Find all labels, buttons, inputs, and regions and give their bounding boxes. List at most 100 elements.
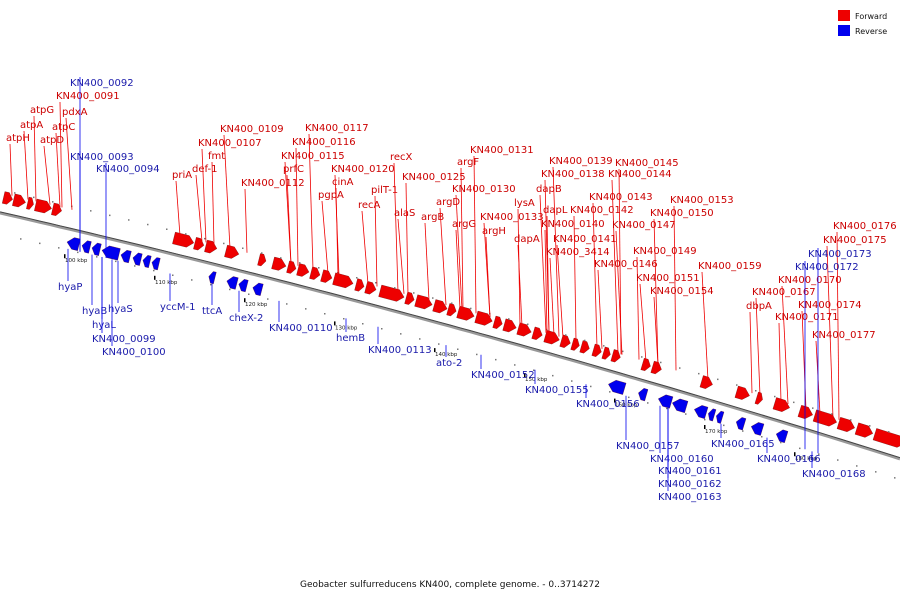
forward-leader-line <box>539 194 547 333</box>
forward-gene-label: KN400_0138 <box>541 169 605 180</box>
forward-gene-arrow <box>772 397 790 412</box>
tick-mark <box>244 298 246 303</box>
forward-gene-label: argG <box>452 219 476 230</box>
dot-upper <box>223 242 225 245</box>
dot-upper <box>185 233 187 235</box>
forward-gene-arrow <box>354 278 365 292</box>
forward-gene-label: KN400_0120 <box>331 164 395 175</box>
forward-leader-line <box>284 161 292 265</box>
forward-gene-arrow <box>650 360 662 375</box>
forward-gene-arrow <box>414 294 433 310</box>
reverse-gene-arrow <box>708 408 717 422</box>
forward-leader-line <box>597 269 603 349</box>
forward-leader-line <box>592 202 598 348</box>
dot-lower <box>723 424 725 427</box>
tick-label: 130 kbp <box>335 325 358 331</box>
forward-leader-line <box>801 310 807 410</box>
dot-lower <box>115 260 117 263</box>
forward-gene-label: KN400_0146 <box>594 259 658 270</box>
reverse-gene-arrow <box>736 417 747 431</box>
legend: Forward Reverse <box>838 10 887 36</box>
forward-gene-arrow <box>193 237 205 251</box>
forward-gene-arrow <box>271 256 287 271</box>
forward-gene-label: KN400_0159 <box>698 261 762 272</box>
dot-upper <box>641 356 643 358</box>
backbone-line <box>0 211 900 461</box>
forward-leader-line <box>424 222 430 301</box>
dot-upper <box>470 307 472 310</box>
tick-label: 160 kbp <box>615 403 638 409</box>
forward-leader-line <box>9 143 13 196</box>
forward-gene-label: def-1 <box>192 164 217 175</box>
dot-lower <box>153 269 155 272</box>
forward-gene-label: argD <box>436 197 460 208</box>
reverse-gene-label: hyaB <box>82 306 107 317</box>
forward-gene-label: priA <box>172 170 192 181</box>
tick-mark <box>794 452 796 457</box>
forward-gene-arrow <box>516 322 532 337</box>
forward-leader-line <box>295 147 299 266</box>
forward-gene-label: pilT-1 <box>371 185 398 196</box>
dot-upper <box>812 407 814 409</box>
dot-upper <box>280 257 282 259</box>
reverse-gene-arrow <box>638 388 649 402</box>
reverse-gene-label: KN400_0093 <box>70 152 134 163</box>
dot-lower <box>856 465 858 467</box>
forward-gene-arrow <box>640 358 651 371</box>
forward-gene-label: argF <box>457 157 479 168</box>
forward-leader-line <box>473 155 477 314</box>
dot-lower <box>343 318 345 320</box>
forward-leader-line <box>483 222 491 318</box>
forward-leader-line <box>308 133 314 270</box>
reverse-gene-arrow <box>208 271 217 285</box>
gene-features <box>2 191 900 448</box>
reverse-gene-label: KN400_0100 <box>102 347 166 358</box>
dot-lower <box>305 308 307 310</box>
dot-upper <box>394 287 396 289</box>
reverse-gene-label: KN400_0168 <box>802 469 866 480</box>
dot-upper <box>793 401 795 404</box>
dot-upper <box>736 384 738 386</box>
forward-gene-label: KN400_0145 <box>615 158 679 169</box>
tick-label: 110 kbp <box>155 280 178 286</box>
forward-leader-line <box>374 195 378 287</box>
tick-label: 100 kbp <box>65 258 88 264</box>
reverse-gene-label: KN400_0152 <box>471 370 535 381</box>
tick-mark <box>434 348 436 353</box>
dot-lower <box>666 407 668 410</box>
forward-gene-label: KN400_3414 <box>546 247 610 258</box>
dot-upper <box>622 350 624 353</box>
forward-gene-label: dapA <box>514 234 540 245</box>
forward-gene-arrow <box>474 310 493 326</box>
forward-gene-label: KN400_0147 <box>612 220 676 231</box>
forward-gene-arrow <box>836 417 855 432</box>
forward-gene-label: KN400_0144 <box>608 169 672 180</box>
reverse-gene-label: hemB <box>336 333 365 344</box>
forward-leader-line <box>552 166 560 337</box>
dot-upper <box>850 419 852 421</box>
forward-gene-label: KN400_0154 <box>650 286 714 297</box>
dot-lower <box>438 343 440 345</box>
reverse-gene-arrow <box>672 398 689 413</box>
dot-upper <box>204 237 206 240</box>
genome-caption: Geobacter sulfurreducens KN400, complete… <box>300 580 600 590</box>
dot-upper <box>14 192 16 194</box>
dot-lower <box>191 279 193 281</box>
tick-label: 140 kbp <box>435 352 458 358</box>
reverse-gene-label: KN400_0173 <box>808 249 872 260</box>
dot-upper <box>261 252 263 254</box>
tick-label: 170 kbp <box>705 429 728 435</box>
legend-reverse-swatch <box>838 25 850 36</box>
tick-mark <box>154 275 156 280</box>
reverse-gene-arrow <box>658 394 674 409</box>
forward-gene-label: KN400_0133 <box>480 212 544 223</box>
dot-upper <box>869 425 871 427</box>
forward-gene-arrow <box>12 193 26 208</box>
forward-gene-label: KN400_0141 <box>553 234 617 245</box>
reverse-gene-label: ato-2 <box>436 358 462 369</box>
reverse-gene-label: KN400_0163 <box>658 492 722 503</box>
forward-gene-arrow <box>591 343 602 357</box>
forward-leader-line <box>244 188 248 253</box>
forward-gene-label: KN400_0117 <box>305 123 369 134</box>
forward-gene-label: prfC <box>283 164 304 175</box>
